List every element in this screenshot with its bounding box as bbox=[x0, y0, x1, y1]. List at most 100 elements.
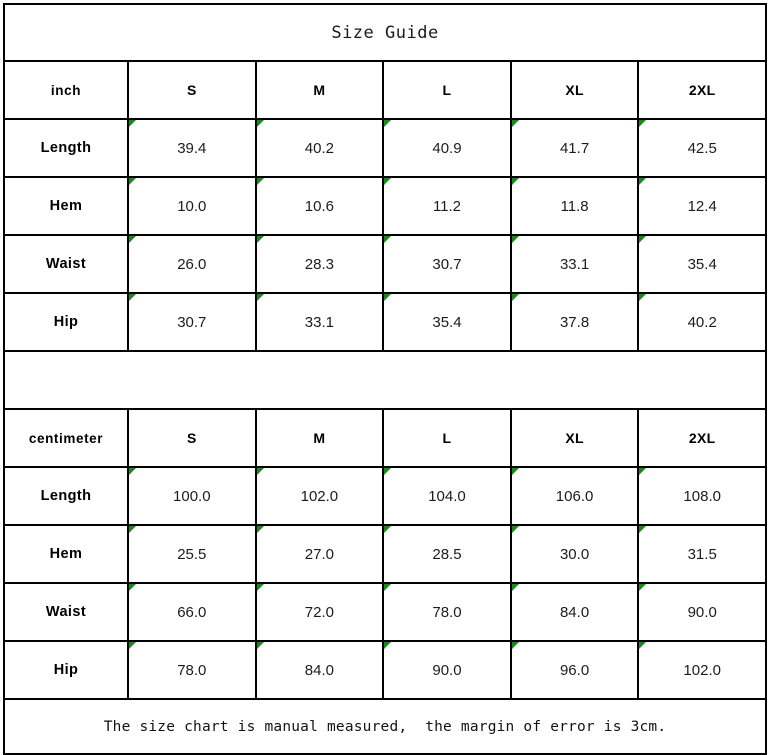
measure-value: 35.4 bbox=[637, 234, 768, 294]
value-text: 84.0 bbox=[304, 661, 334, 679]
text-number-flag-icon bbox=[384, 236, 392, 243]
value-text: 40.9 bbox=[432, 139, 462, 157]
value-text: 90.0 bbox=[687, 603, 717, 621]
value-text: 27.0 bbox=[304, 545, 334, 563]
text-number-flag-icon bbox=[511, 294, 519, 301]
table-row: Hem 10.0 10.6 11.2 11.8 12.4 bbox=[3, 176, 768, 236]
measure-label-waist: Waist bbox=[3, 234, 129, 294]
value-text: 42.5 bbox=[687, 139, 717, 157]
measure-value: 72.0 bbox=[254, 582, 385, 642]
text-number-flag-icon bbox=[511, 120, 519, 127]
value-text: 72.0 bbox=[304, 603, 334, 621]
text-number-flag-icon bbox=[639, 642, 647, 649]
measure-label-hem: Hem bbox=[3, 524, 129, 584]
value-text: 100.0 bbox=[173, 487, 211, 505]
measure-value: 35.4 bbox=[382, 292, 512, 352]
text-number-flag-icon bbox=[129, 642, 136, 649]
table-row: Length 39.4 40.2 40.9 41.7 42.5 bbox=[3, 118, 768, 178]
value-text: 102.0 bbox=[300, 487, 339, 505]
value-text: 40.2 bbox=[304, 139, 334, 157]
text-number-flag-icon bbox=[384, 584, 392, 591]
size-header-2xl: 2XL bbox=[637, 408, 768, 468]
measure-label-hem: Hem bbox=[3, 176, 129, 236]
text-number-flag-icon bbox=[511, 642, 519, 649]
table-separator bbox=[2, 350, 768, 410]
size-guide-container: Size Guide inch S M L XL 2XL Length 39.4… bbox=[2, 3, 768, 755]
measure-label-hip: Hip bbox=[3, 640, 129, 700]
page-title: Size Guide bbox=[2, 3, 768, 62]
value-text: 28.5 bbox=[432, 545, 462, 563]
centimeter-header-row: centimeter S M L XL 2XL bbox=[3, 408, 768, 468]
text-number-flag-icon bbox=[639, 294, 647, 301]
size-header-xl: XL bbox=[509, 408, 640, 468]
text-number-flag-icon bbox=[256, 236, 264, 243]
measure-value: 40.2 bbox=[637, 292, 768, 352]
measure-value: 78.0 bbox=[127, 640, 257, 700]
size-header-s: S bbox=[127, 408, 257, 468]
measure-value: 10.6 bbox=[254, 176, 385, 236]
value-text: 35.4 bbox=[432, 313, 462, 331]
table-row: Hem 25.5 27.0 28.5 30.0 31.5 bbox=[3, 524, 768, 584]
value-text: 30.7 bbox=[432, 255, 462, 273]
text-number-flag-icon bbox=[639, 120, 647, 127]
value-text: 96.0 bbox=[559, 661, 590, 679]
text-number-flag-icon bbox=[256, 526, 264, 533]
text-number-flag-icon bbox=[129, 468, 136, 475]
measure-value: 37.8 bbox=[509, 292, 640, 352]
value-text: 11.8 bbox=[560, 197, 589, 215]
table-row: Length 100.0 102.0 104.0 106.0 108.0 bbox=[3, 466, 768, 526]
text-number-flag-icon bbox=[256, 120, 264, 127]
size-header-m: M bbox=[254, 408, 385, 468]
measure-value: 33.1 bbox=[509, 234, 640, 294]
size-guide-table: Size Guide inch S M L XL 2XL Length 39.4… bbox=[2, 3, 768, 755]
measure-label-hip: Hip bbox=[3, 292, 129, 352]
text-number-flag-icon bbox=[384, 468, 392, 475]
value-text: 41.7 bbox=[559, 139, 590, 157]
measure-value: 66.0 bbox=[127, 582, 257, 642]
table-row: Waist 66.0 72.0 78.0 84.0 90.0 bbox=[3, 582, 768, 642]
value-text: 106.0 bbox=[555, 487, 594, 505]
value-text: 28.3 bbox=[304, 255, 334, 273]
measure-value: 106.0 bbox=[509, 466, 640, 526]
value-text: 90.0 bbox=[432, 661, 462, 679]
measure-value: 11.2 bbox=[382, 176, 512, 236]
value-text: 10.0 bbox=[177, 197, 207, 215]
measure-value: 102.0 bbox=[254, 466, 385, 526]
text-number-flag-icon bbox=[129, 178, 136, 185]
measure-value: 31.5 bbox=[637, 524, 768, 584]
measure-value: 100.0 bbox=[127, 466, 257, 526]
text-number-flag-icon bbox=[511, 178, 519, 185]
measure-value: 108.0 bbox=[637, 466, 768, 526]
value-text: 66.0 bbox=[177, 603, 207, 621]
measure-value: 78.0 bbox=[382, 582, 512, 642]
table-row: Hip 30.7 33.1 35.4 37.8 40.2 bbox=[3, 292, 768, 352]
text-number-flag-icon bbox=[639, 236, 647, 243]
measure-value: 28.5 bbox=[382, 524, 512, 584]
table-row: Waist 26.0 28.3 30.7 33.1 35.4 bbox=[3, 234, 768, 294]
text-number-flag-icon bbox=[256, 294, 264, 301]
value-text: 40.2 bbox=[687, 313, 717, 331]
measure-value: 30.7 bbox=[382, 234, 512, 294]
measure-label-length: Length bbox=[3, 118, 129, 178]
text-number-flag-icon bbox=[384, 178, 392, 185]
footer-row: The size chart is manual measured, the m… bbox=[2, 698, 768, 755]
text-number-flag-icon bbox=[511, 526, 519, 533]
text-number-flag-icon bbox=[129, 294, 136, 301]
measure-value: 42.5 bbox=[637, 118, 768, 178]
value-text: 30.7 bbox=[177, 313, 207, 331]
value-text: 33.1 bbox=[304, 313, 334, 331]
value-text: 26.0 bbox=[177, 255, 207, 273]
value-text: 39.4 bbox=[177, 139, 207, 157]
text-number-flag-icon bbox=[384, 526, 392, 533]
text-number-flag-icon bbox=[129, 584, 136, 591]
value-text: 37.8 bbox=[559, 313, 590, 331]
measure-value: 84.0 bbox=[509, 582, 640, 642]
measure-value: 33.1 bbox=[254, 292, 385, 352]
text-number-flag-icon bbox=[511, 584, 519, 591]
value-text: 102.0 bbox=[683, 661, 721, 679]
text-number-flag-icon bbox=[129, 236, 136, 243]
spacer-row bbox=[2, 350, 768, 410]
text-number-flag-icon bbox=[639, 178, 647, 185]
size-header-l: L bbox=[382, 408, 512, 468]
measure-value: 27.0 bbox=[254, 524, 385, 584]
